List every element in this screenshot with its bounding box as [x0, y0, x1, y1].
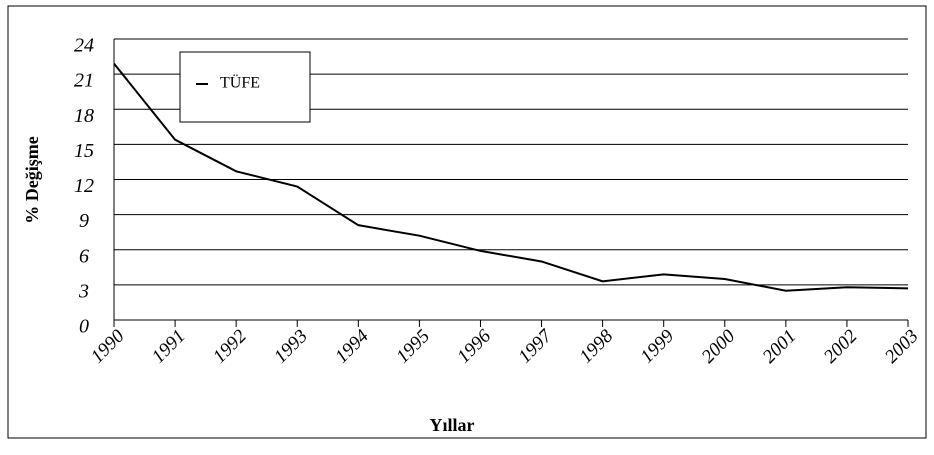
y-axis-label: % Değişme [22, 136, 42, 223]
y-tick-label: 18 [74, 105, 94, 127]
x-axis-label: Yıllar [430, 415, 475, 435]
y-tick-label: 3 [78, 280, 89, 302]
series-line [113, 62, 909, 292]
chart-frame [7, 5, 927, 439]
legend-box [179, 51, 311, 123]
y-tick-label: 24 [74, 35, 94, 57]
y-tick-label: 15 [74, 140, 94, 162]
y-tick-label: 12 [74, 175, 94, 197]
y-tick-label: 0 [79, 316, 89, 338]
y-tick-label: 21 [74, 70, 94, 92]
y-tick-label: 9 [79, 210, 89, 232]
y-tick-label: 6 [79, 245, 89, 267]
legend-label: TÜFE [220, 74, 260, 92]
